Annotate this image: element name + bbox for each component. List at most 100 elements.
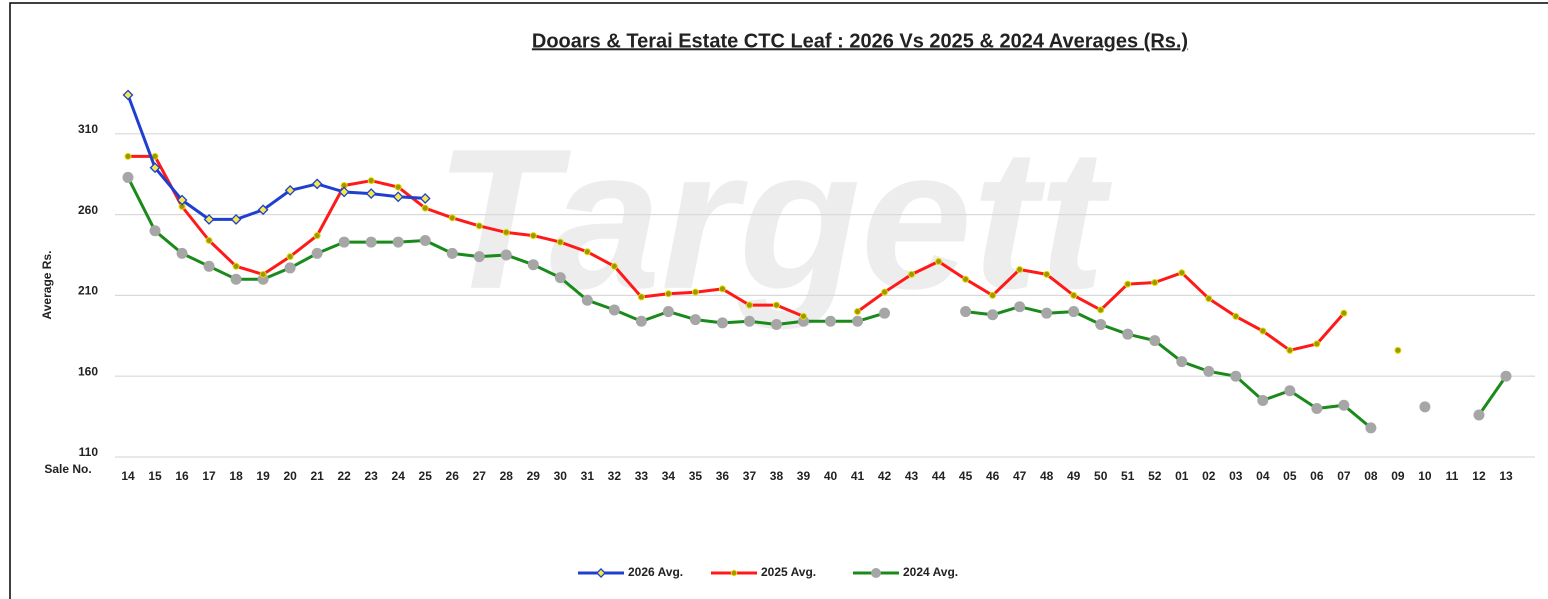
marker <box>1232 312 1240 320</box>
x-tick-label: 28 <box>500 469 514 483</box>
marker <box>1284 385 1296 397</box>
marker <box>205 236 213 244</box>
x-tick-label: 09 <box>1391 469 1405 483</box>
marker <box>149 225 161 237</box>
marker <box>1122 328 1134 340</box>
marker <box>311 247 323 259</box>
marker <box>529 232 537 240</box>
x-tick-label: 03 <box>1229 469 1243 483</box>
marker <box>500 249 512 261</box>
series <box>124 152 1402 354</box>
marker <box>311 178 323 190</box>
x-tick-label: 22 <box>337 469 351 483</box>
marker <box>394 183 402 191</box>
marker <box>1338 399 1350 411</box>
marker <box>1365 422 1377 434</box>
legend-marker <box>871 568 881 578</box>
x-tick-label: 45 <box>959 469 973 483</box>
x-tick-label: 48 <box>1040 469 1054 483</box>
marker <box>1097 306 1105 314</box>
marker <box>854 308 862 316</box>
marker <box>1500 370 1512 382</box>
x-tick-label: 36 <box>716 469 730 483</box>
x-tick-label: 25 <box>419 469 433 483</box>
x-tick-label: 31 <box>581 469 595 483</box>
marker <box>1259 327 1267 335</box>
marker <box>1313 340 1321 348</box>
marker <box>662 306 674 318</box>
marker <box>230 273 242 285</box>
marker <box>608 304 620 316</box>
marker <box>935 257 943 265</box>
marker <box>448 214 456 222</box>
x-tick-label: 46 <box>986 469 1000 483</box>
marker <box>772 301 780 309</box>
marker <box>124 152 132 160</box>
marker <box>149 162 161 174</box>
marker <box>232 262 240 270</box>
x-tick-label: 50 <box>1094 469 1108 483</box>
marker <box>527 259 539 271</box>
x-tick-label: 11 <box>1446 469 1459 483</box>
frame <box>9 2 1548 599</box>
marker <box>960 306 972 318</box>
marker <box>718 285 726 293</box>
marker <box>556 238 564 246</box>
marker <box>1178 269 1186 277</box>
x-tick-label: 12 <box>1472 469 1486 483</box>
marker <box>1311 403 1323 415</box>
marker <box>122 171 134 183</box>
x-tick-label: 10 <box>1418 469 1432 483</box>
marker <box>419 193 431 204</box>
marker <box>1149 335 1161 347</box>
marker <box>313 232 321 240</box>
marker <box>716 317 728 329</box>
watermark: Targett <box>435 108 1113 331</box>
marker <box>770 318 782 330</box>
marker <box>392 191 404 203</box>
marker <box>257 204 269 216</box>
x-tick-label: 39 <box>797 469 811 483</box>
marker <box>284 262 296 274</box>
marker <box>122 89 134 101</box>
marker <box>610 262 618 270</box>
marker <box>1203 365 1215 377</box>
x-tick-label: 41 <box>851 469 865 483</box>
marker <box>879 307 891 319</box>
marker <box>1043 270 1051 278</box>
marker <box>1095 318 1107 330</box>
marker <box>502 228 510 236</box>
marker <box>962 275 970 283</box>
marker <box>176 194 188 206</box>
x-tick-label: 20 <box>283 469 297 483</box>
series <box>122 89 431 225</box>
x-tick-label: 34 <box>662 469 676 483</box>
marker <box>1473 409 1485 421</box>
x-tick-label: 30 <box>554 469 568 483</box>
marker <box>581 294 593 306</box>
x-tick-label: 33 <box>635 469 649 483</box>
legend-label: 2026 Avg. <box>628 565 683 579</box>
marker <box>286 253 294 261</box>
marker <box>338 236 350 248</box>
marker <box>230 214 242 225</box>
marker <box>203 260 215 272</box>
marker <box>446 247 458 259</box>
x-tick-label: 47 <box>1013 469 1027 483</box>
x-tick-label: 06 <box>1310 469 1324 483</box>
marker <box>203 214 215 225</box>
marker <box>989 291 997 299</box>
x-tick-label: 43 <box>905 469 919 483</box>
marker <box>419 234 431 246</box>
y-axis-label: Average Rs. <box>40 251 54 320</box>
marker <box>284 184 296 196</box>
x-tick-label: 13 <box>1499 469 1513 483</box>
marker <box>583 248 591 256</box>
marker <box>1394 346 1402 354</box>
x-tick-label: 15 <box>148 469 162 483</box>
legend-marker <box>730 569 738 577</box>
x-axis-label: Sale No. <box>44 462 91 476</box>
legend-marker <box>596 568 606 578</box>
marker <box>1205 295 1213 303</box>
